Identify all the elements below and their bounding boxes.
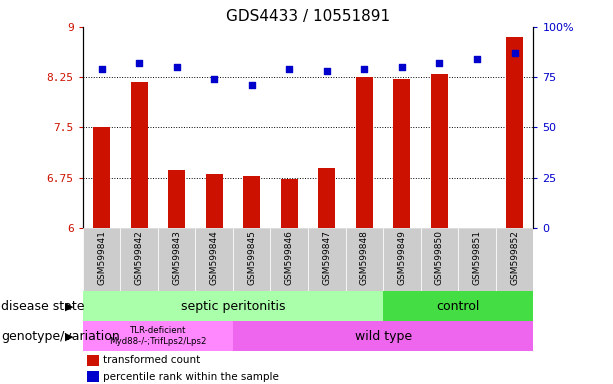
Title: GDS4433 / 10551891: GDS4433 / 10551891 bbox=[226, 9, 390, 24]
Bar bbox=[87, 355, 99, 366]
Text: GSM599852: GSM599852 bbox=[510, 230, 519, 285]
Bar bbox=[168, 170, 185, 228]
Text: septic peritonitis: septic peritonitis bbox=[181, 300, 285, 313]
Point bbox=[247, 82, 257, 88]
Bar bbox=[383, 291, 533, 321]
Text: genotype/variation: genotype/variation bbox=[1, 330, 120, 343]
Bar bbox=[421, 228, 458, 291]
Point bbox=[509, 50, 519, 56]
Bar bbox=[120, 228, 158, 291]
Bar bbox=[394, 79, 410, 228]
Text: ▶: ▶ bbox=[65, 301, 74, 311]
Text: GSM599849: GSM599849 bbox=[397, 230, 406, 285]
Bar bbox=[496, 228, 533, 291]
Bar bbox=[158, 228, 196, 291]
Bar bbox=[506, 37, 523, 228]
Text: GSM599843: GSM599843 bbox=[172, 230, 181, 285]
Point bbox=[97, 66, 107, 72]
Bar bbox=[83, 228, 120, 291]
Bar bbox=[206, 174, 223, 228]
Text: GSM599851: GSM599851 bbox=[473, 230, 481, 285]
Bar bbox=[281, 179, 298, 228]
Point bbox=[322, 68, 332, 74]
Bar bbox=[87, 371, 99, 382]
Point bbox=[209, 76, 219, 82]
Bar bbox=[270, 228, 308, 291]
Bar bbox=[356, 77, 373, 228]
Text: GSM599844: GSM599844 bbox=[210, 230, 219, 285]
Bar bbox=[233, 321, 533, 351]
Bar bbox=[83, 321, 233, 351]
Text: ▶: ▶ bbox=[65, 331, 74, 341]
Bar bbox=[243, 176, 260, 228]
Text: GSM599845: GSM599845 bbox=[247, 230, 256, 285]
Text: GSM599850: GSM599850 bbox=[435, 230, 444, 285]
Point bbox=[472, 56, 482, 62]
Text: GSM599848: GSM599848 bbox=[360, 230, 369, 285]
Bar bbox=[131, 82, 148, 228]
Text: percentile rank within the sample: percentile rank within the sample bbox=[103, 372, 279, 382]
Point bbox=[359, 66, 369, 72]
Text: wild type: wild type bbox=[354, 330, 412, 343]
Bar bbox=[93, 127, 110, 228]
Text: TLR-deficient
Myd88-/-;TrifLps2/Lps2: TLR-deficient Myd88-/-;TrifLps2/Lps2 bbox=[109, 326, 207, 346]
Bar bbox=[308, 228, 346, 291]
Bar bbox=[431, 74, 448, 228]
Point bbox=[134, 60, 144, 66]
Text: transformed count: transformed count bbox=[103, 356, 200, 366]
Point bbox=[397, 64, 407, 70]
Point bbox=[435, 60, 444, 66]
Bar bbox=[383, 228, 421, 291]
Bar bbox=[458, 228, 496, 291]
Bar bbox=[83, 291, 383, 321]
Bar bbox=[196, 228, 233, 291]
Bar bbox=[318, 168, 335, 228]
Bar bbox=[346, 228, 383, 291]
Text: disease state: disease state bbox=[1, 300, 85, 313]
Text: GSM599847: GSM599847 bbox=[322, 230, 331, 285]
Text: GSM599842: GSM599842 bbox=[135, 230, 143, 285]
Point bbox=[172, 64, 181, 70]
Text: GSM599841: GSM599841 bbox=[97, 230, 106, 285]
Bar bbox=[233, 228, 270, 291]
Point bbox=[284, 66, 294, 72]
Text: control: control bbox=[436, 300, 480, 313]
Text: GSM599846: GSM599846 bbox=[285, 230, 294, 285]
